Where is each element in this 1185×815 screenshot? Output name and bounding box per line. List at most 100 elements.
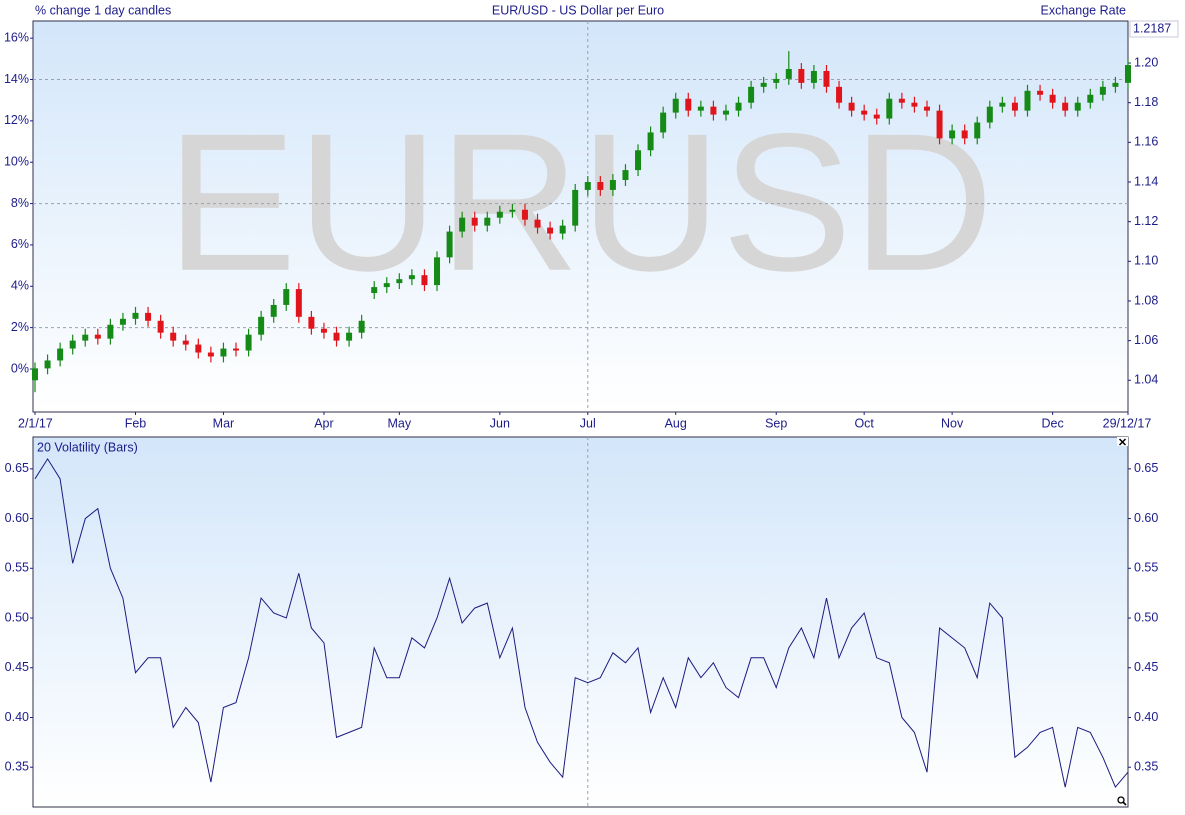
candle-body xyxy=(697,106,704,111)
candle-body xyxy=(1037,90,1044,95)
close-icon[interactable] xyxy=(1117,437,1128,446)
candle-body xyxy=(986,106,993,123)
candle-body xyxy=(383,283,390,288)
candle-body xyxy=(999,102,1006,107)
candle-body xyxy=(157,320,164,333)
candle-body xyxy=(358,320,365,333)
candle-body xyxy=(496,211,503,218)
candle-body xyxy=(609,180,616,190)
candle-body xyxy=(572,189,579,226)
candle-body xyxy=(295,289,302,317)
candle-body xyxy=(459,217,466,232)
candle-body xyxy=(635,150,642,171)
last-value-label: 1.2187 xyxy=(1133,21,1171,35)
y2-tick-label: 1.20 xyxy=(1134,55,1158,69)
candle-body xyxy=(484,217,491,226)
x-tick-label: Jul xyxy=(580,416,596,430)
candle-body xyxy=(823,70,830,87)
candle-body xyxy=(258,316,265,335)
y2-tick-label: 0.45 xyxy=(1134,660,1158,674)
y-tick-label: 0.55 xyxy=(5,561,29,575)
volatility-panel xyxy=(32,436,1129,808)
y-tick-label: 0.60 xyxy=(5,511,29,525)
x-tick-label: Feb xyxy=(125,416,147,430)
candle-body xyxy=(396,279,403,284)
candle-body xyxy=(32,368,38,381)
candle-body xyxy=(521,209,528,220)
y-tick-label: 4% xyxy=(11,279,29,293)
candle-body xyxy=(132,312,139,319)
y-tick-label: 0.45 xyxy=(5,660,29,674)
close-glyph xyxy=(1118,438,1127,446)
candle-body xyxy=(1099,86,1106,95)
y2-tick-label: 0.55 xyxy=(1134,561,1158,575)
candle-body xyxy=(69,340,76,349)
candle-body xyxy=(1125,65,1131,83)
candle-body xyxy=(145,312,152,321)
y2-tick-label: 1.18 xyxy=(1134,95,1158,109)
panel-title: 20 Volatility (Bars) xyxy=(37,440,138,454)
candle-body xyxy=(923,106,930,111)
candle-body xyxy=(170,332,177,341)
y2-tick-label: 0.60 xyxy=(1134,511,1158,525)
candle-body xyxy=(685,98,692,111)
candle-body xyxy=(547,227,554,234)
candle-body xyxy=(408,275,415,280)
candle-body xyxy=(961,130,968,139)
candle-body xyxy=(1024,90,1031,111)
y2-tick-label: 1.04 xyxy=(1134,373,1158,387)
volatility-line xyxy=(34,457,1129,789)
y-tick-label: 0.40 xyxy=(5,710,29,724)
y2-tick-label: 0.65 xyxy=(1134,461,1158,475)
candle-body xyxy=(622,170,629,181)
x-tick-label: May xyxy=(388,416,412,430)
chart-title: EUR/USD - US Dollar per Euro xyxy=(492,3,664,17)
candle-body xyxy=(848,102,855,111)
zoom-icon[interactable] xyxy=(1117,796,1127,806)
y-tick-label: 0.65 xyxy=(5,461,29,475)
candle-body xyxy=(836,86,843,103)
y-tick-label: 8% xyxy=(11,196,29,210)
candle-body xyxy=(1112,82,1119,87)
candle-body xyxy=(534,219,541,228)
candle-body xyxy=(1074,102,1081,111)
candle-body xyxy=(119,318,126,325)
y-tick-label: 10% xyxy=(4,155,29,169)
candle-body xyxy=(333,332,340,341)
candle-body xyxy=(672,98,679,113)
candle-body xyxy=(710,106,717,115)
x-tick-label: Dec xyxy=(1042,416,1064,430)
x-tick-label: Nov xyxy=(941,416,964,430)
last-value-tag xyxy=(1129,20,1179,38)
candle-body xyxy=(371,287,378,294)
y-tick-label: 0% xyxy=(11,361,29,375)
y-axis-label: % change 1 day candles xyxy=(35,3,171,17)
y-tick-label: 0.35 xyxy=(5,760,29,774)
candle-body xyxy=(1011,102,1018,111)
candle-body xyxy=(949,130,956,139)
x-tick-label: 29/12/17 xyxy=(1103,416,1152,430)
candle-body xyxy=(1062,102,1069,111)
x-tick-label: Sep xyxy=(765,416,787,430)
candle-body xyxy=(785,68,792,79)
candle-body xyxy=(773,78,780,83)
candle-body xyxy=(308,316,315,329)
candle-body xyxy=(195,344,202,353)
candle-body xyxy=(886,98,893,119)
zoom-handle xyxy=(1122,801,1127,806)
candle-body xyxy=(82,334,89,341)
y-tick-label: 6% xyxy=(11,237,29,251)
y-tick-label: 0.50 xyxy=(5,610,29,624)
plot-layer: 0% 2% 4% 6% 8% 10% 12% 14% 16% 1.04 1.06 1.08 1.10 1.… xyxy=(4,20,1179,807)
y-tick-label: 2% xyxy=(11,320,29,334)
candle-body xyxy=(421,275,428,286)
watermark: EURUSD xyxy=(166,93,994,312)
x-tick-label: Apr xyxy=(314,416,333,430)
price-panel xyxy=(32,20,1129,413)
candle-body xyxy=(57,348,64,361)
y2-tick-label: 0.40 xyxy=(1134,710,1158,724)
candle-body xyxy=(936,110,943,139)
candle-body xyxy=(182,340,189,345)
y-tick-label: 14% xyxy=(4,72,29,86)
